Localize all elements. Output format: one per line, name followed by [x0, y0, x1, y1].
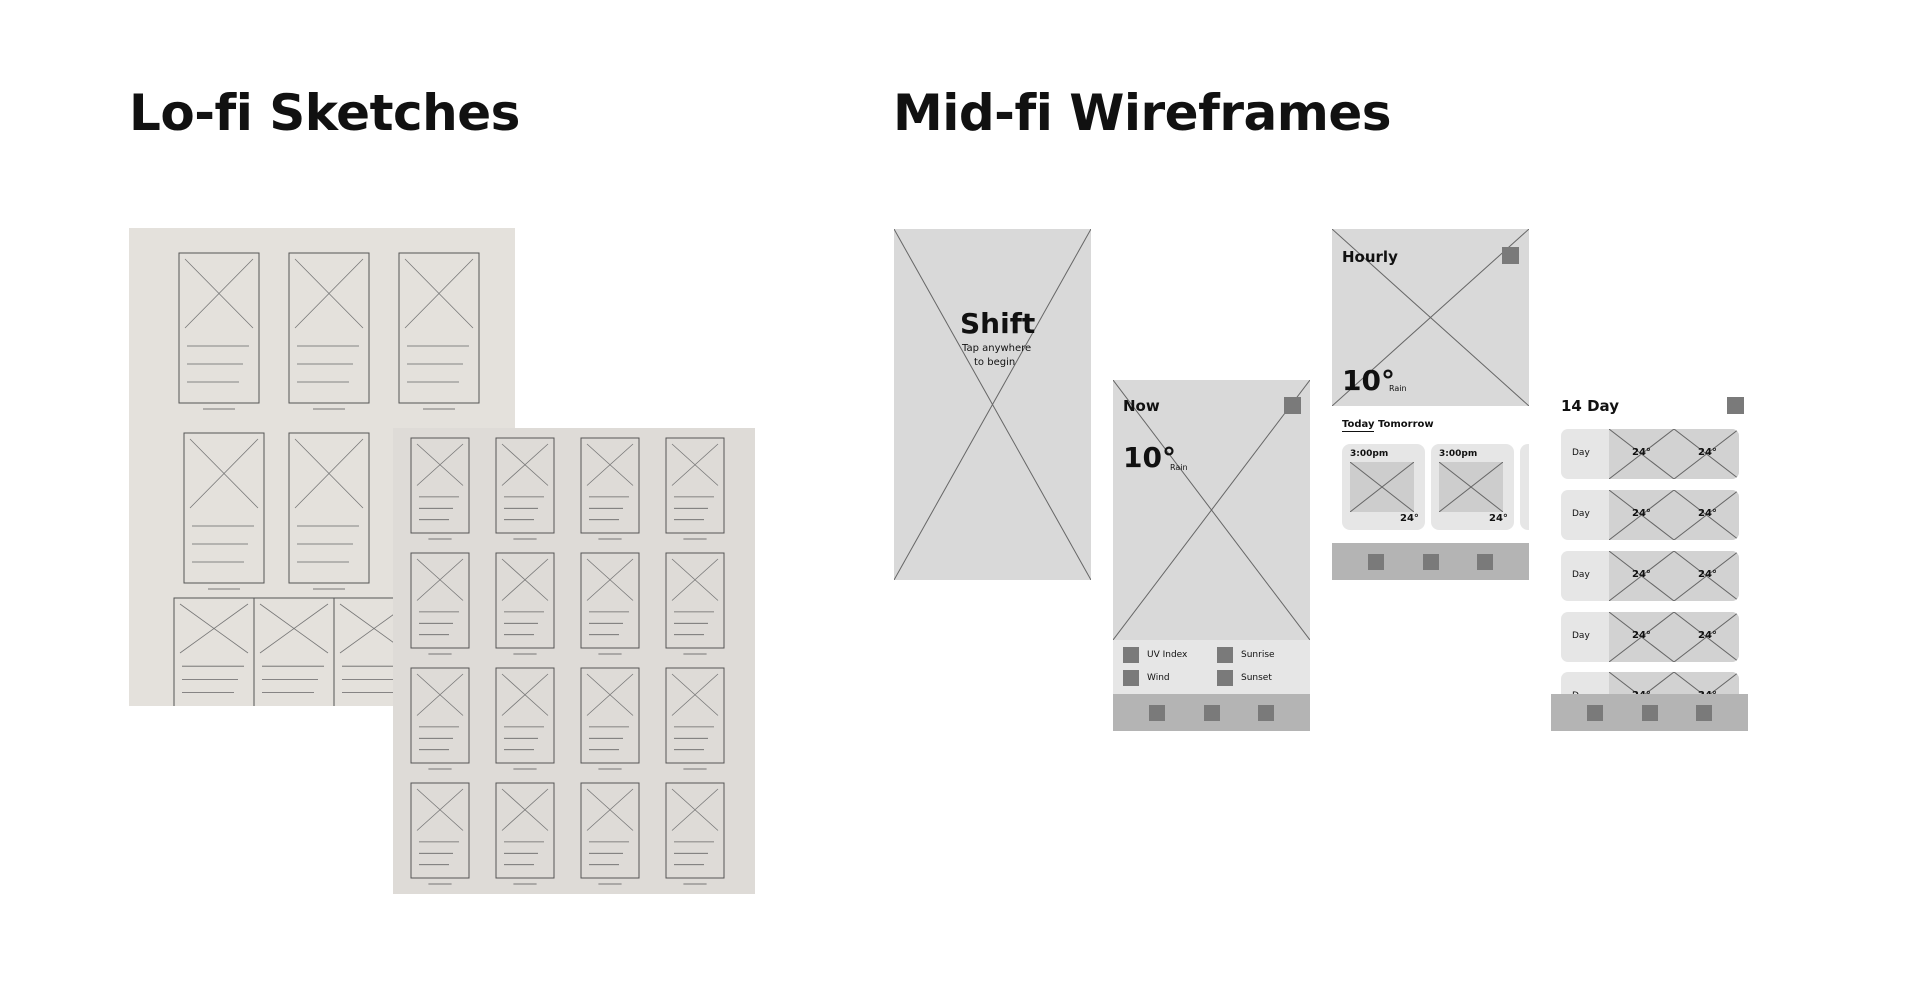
lofi-heading: Lo-fi Sketches: [129, 84, 520, 142]
day-label: Day: [1572, 509, 1590, 519]
day-high-temp: 24°: [1632, 630, 1651, 641]
weather-placeholder-image: [1608, 612, 1739, 662]
nav-hourly-icon[interactable]: [1423, 554, 1439, 570]
nav-now-icon[interactable]: [1368, 554, 1384, 570]
details-panel: UV Index Sunrise Wind Sunset: [1113, 640, 1310, 694]
weather-placeholder-image: [1608, 490, 1739, 540]
hourly-card-temp: 24°: [1400, 513, 1419, 524]
splash-subtitle-1: Tap anywhere: [962, 343, 1032, 354]
weather-placeholder-image: [1608, 551, 1739, 601]
splash-wireframe: Shift Tap anywhere to begin: [894, 229, 1091, 580]
placeholder-cross-icon: [1438, 461, 1504, 513]
sunrise-icon: [1217, 647, 1233, 663]
day-label: Day: [1572, 448, 1590, 458]
day-low-temp: 24°: [1698, 508, 1717, 519]
fourteen-day-title: 14 Day: [1561, 397, 1619, 415]
placeholder-cross-icon: [1349, 461, 1415, 513]
day-row[interactable]: Day 24° 24°: [1561, 490, 1739, 540]
uv-index-icon: [1123, 647, 1139, 663]
hourly-card-temp: 24°: [1489, 513, 1508, 524]
day-low-temp: 24°: [1698, 447, 1717, 458]
hourly-condition: Rain: [1389, 384, 1407, 393]
now-wireframe: Now 10° Rain UV Index Sunrise Wind Sunse…: [1113, 380, 1310, 731]
sketch-drawing-2: [410, 437, 725, 885]
sunset-icon: [1217, 670, 1233, 686]
nav-now-icon[interactable]: [1149, 705, 1165, 721]
wind-label: Wind: [1147, 673, 1170, 683]
placeholder-cross-icon: [1113, 380, 1310, 640]
tab-tomorrow[interactable]: Tomorrow: [1378, 419, 1434, 430]
hourly-title: Hourly: [1342, 248, 1398, 266]
nav-hourly-icon[interactable]: [1642, 705, 1658, 721]
splash-title: Shift: [960, 307, 1036, 340]
midfi-heading: Mid-fi Wireframes: [893, 84, 1392, 142]
placeholder-cross-icon: [1608, 612, 1739, 662]
day-label: Day: [1572, 631, 1590, 641]
now-condition: Rain: [1170, 463, 1188, 472]
fourteen-day-wireframe: 14 Day Day 24° 24° Day 24° 24° Day 24° 24° Day 24°…: [1551, 380, 1748, 731]
hourly-hero: Hourly 10° Rain: [1332, 229, 1529, 406]
nav-now-icon[interactable]: [1587, 705, 1603, 721]
menu-icon[interactable]: [1727, 397, 1744, 414]
placeholder-cross-icon: [1608, 490, 1739, 540]
hourly-card-1[interactable]: 3:00pm 24°: [1342, 444, 1425, 530]
weather-placeholder-image: [1438, 461, 1504, 513]
weather-placeholder-image: [1608, 429, 1739, 479]
day-high-temp: 24°: [1632, 569, 1651, 580]
day-high-temp: 24°: [1632, 508, 1651, 519]
menu-icon[interactable]: [1284, 397, 1301, 414]
now-temp: 10°: [1123, 441, 1176, 474]
nav-14day-icon[interactable]: [1696, 705, 1712, 721]
nav-hourly-icon[interactable]: [1204, 705, 1220, 721]
bottom-nav: [1113, 694, 1310, 731]
sunrise-label: Sunrise: [1241, 650, 1275, 660]
hourly-card-time: 3:00pm: [1439, 449, 1478, 459]
weather-placeholder-image: [1349, 461, 1415, 513]
hourly-card-2[interactable]: 3:00pm 24°: [1431, 444, 1514, 530]
placeholder-cross-icon: [894, 229, 1091, 580]
sunset-label: Sunset: [1241, 673, 1272, 683]
day-row[interactable]: Day 24° 24°: [1561, 551, 1739, 601]
day-row[interactable]: Day 24° 24°: [1561, 612, 1739, 662]
hourly-temp: 10°: [1342, 364, 1395, 397]
menu-icon[interactable]: [1502, 247, 1519, 264]
nav-14day-icon[interactable]: [1477, 554, 1493, 570]
bottom-nav: [1551, 694, 1748, 731]
day-low-temp: 24°: [1698, 630, 1717, 641]
hourly-card-3-partial[interactable]: [1520, 444, 1529, 530]
placeholder-cross-icon: [1608, 551, 1739, 601]
bottom-nav: [1332, 543, 1529, 580]
hourly-wireframe: Hourly 10° Rain Today Tomorrow 3:00pm 24…: [1332, 229, 1529, 580]
day-label: Day: [1572, 570, 1590, 580]
placeholder-cross-icon: [1608, 429, 1739, 479]
sketch-drawing-1: [173, 252, 480, 706]
sketch-photo-2: [393, 428, 755, 894]
day-low-temp: 24°: [1698, 569, 1717, 580]
now-title: Now: [1123, 397, 1160, 415]
uv-index-label: UV Index: [1147, 650, 1188, 660]
tab-today[interactable]: Today: [1342, 419, 1375, 432]
placeholder-cross-icon: [1332, 229, 1529, 406]
splash-subtitle-2: to begin: [974, 357, 1016, 368]
wind-icon: [1123, 670, 1139, 686]
nav-14day-icon[interactable]: [1258, 705, 1274, 721]
day-high-temp: 24°: [1632, 447, 1651, 458]
day-row[interactable]: Day 24° 24°: [1561, 429, 1739, 479]
hourly-card-time: 3:00pm: [1350, 449, 1389, 459]
